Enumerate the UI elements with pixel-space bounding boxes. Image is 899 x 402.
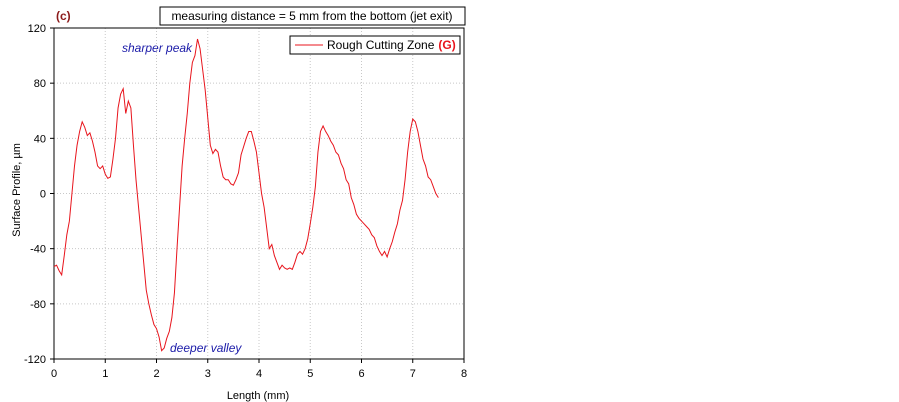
data-line: [53, 38, 439, 352]
x-tick-label: 4: [256, 368, 262, 380]
x-axis-label: Length (mm): [227, 390, 289, 402]
y-tick-label: 0: [40, 189, 46, 201]
y-tick-label: -80: [30, 299, 46, 311]
note: measuring distance = 5 mm from the botto…: [171, 9, 452, 23]
y-axis-label: Surface Profile, µm: [11, 143, 23, 237]
legend-label: Rough Cutting Zone (G): [327, 38, 456, 52]
legend-name: Rough Cutting Zone: [327, 38, 435, 52]
y-tick-label: -120: [24, 354, 46, 366]
y-tick-label: -40: [30, 244, 46, 256]
x-tick-label: 6: [358, 368, 364, 380]
annotation: sharper peak: [122, 41, 193, 55]
x-tick-label: 8: [461, 368, 467, 380]
note-box: [159, 6, 466, 26]
y-tick-label: 40: [34, 133, 46, 145]
legend-box: [289, 35, 461, 55]
plot-frame: [53, 27, 465, 360]
x-tick-label: 1: [102, 368, 108, 380]
legend-tag: (G): [438, 38, 455, 52]
annotation: deeper valley: [170, 341, 242, 355]
panel-label: (c): [56, 9, 71, 23]
y-tick-label: 80: [34, 78, 46, 90]
y-tick-label: 120: [28, 23, 46, 35]
x-tick-label: 5: [307, 368, 313, 380]
x-tick-label: 3: [205, 368, 211, 380]
x-tick-label: 0: [51, 368, 57, 380]
x-tick-label: 2: [153, 368, 159, 380]
x-tick-label: 7: [410, 368, 416, 380]
